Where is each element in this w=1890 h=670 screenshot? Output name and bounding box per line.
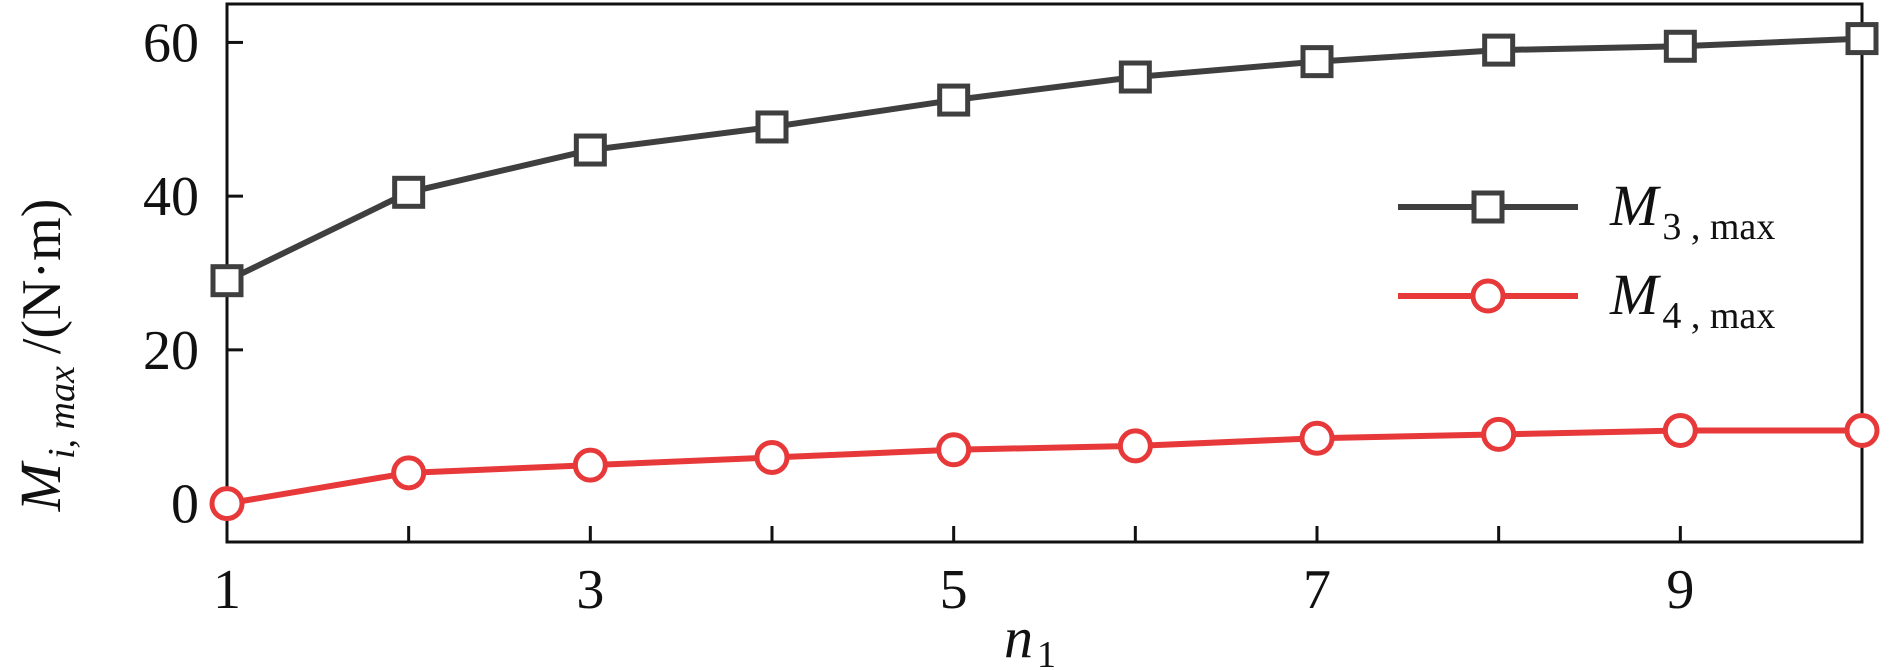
legend-marker-circle <box>1470 278 1506 314</box>
legend-marker-square <box>1471 190 1505 224</box>
legend-label-m3-main: M <box>1609 173 1661 238</box>
data-point-square <box>937 83 971 117</box>
series-line <box>225 35 1863 284</box>
data-point-circle <box>1299 420 1335 456</box>
y-tick-label: 0 <box>171 474 199 536</box>
y-tick-label: 60 <box>143 12 199 74</box>
data-point-circle <box>754 439 790 475</box>
data-point-circle <box>209 486 245 522</box>
data-point-circle <box>1662 413 1698 449</box>
data-point-square <box>1845 22 1879 56</box>
data-point-circle <box>936 432 972 468</box>
data-point-square <box>392 175 426 209</box>
data-point-square <box>573 133 607 167</box>
data-point-square <box>1482 33 1516 67</box>
data-point-circle <box>572 447 608 483</box>
data-point-square <box>210 264 244 298</box>
x-axis-title-main: n <box>1004 605 1033 670</box>
legend-entry-m3: M 3 , max <box>1398 173 1775 248</box>
legend-entry-m4: M 4 , max <box>1398 262 1775 337</box>
data-point-square <box>755 110 789 144</box>
y-tick-label: 40 <box>143 166 199 228</box>
legend-label-m4-main: M <box>1609 262 1661 327</box>
x-tick-label: 1 <box>213 559 241 621</box>
x-axis-title-sub: 1 <box>1037 634 1056 670</box>
data-series <box>209 22 1880 522</box>
y-tick-label: 20 <box>143 320 199 382</box>
series-2 <box>209 413 1880 522</box>
x-tick-label: 3 <box>576 559 604 621</box>
y-axis-title-unit: /(N·m) <box>11 199 73 355</box>
x-tick-label: 7 <box>1303 559 1331 621</box>
axis-ticks: 0 20 40 60 1 3 5 7 9 <box>143 12 1864 621</box>
series-1 <box>210 22 1879 298</box>
data-point-square <box>1663 29 1697 63</box>
data-point-square <box>1118 60 1152 94</box>
data-point-circle <box>391 455 427 491</box>
series-line <box>226 427 1862 507</box>
x-axis-title: n 1 <box>1004 605 1056 670</box>
data-point-circle <box>1481 416 1517 452</box>
legend-label-m3: M 3 , max <box>1609 173 1775 248</box>
y-axis-title: M i, max /(N·m) <box>8 199 83 513</box>
y-axis-title-main: M <box>8 460 73 512</box>
y-axis-title-sub: i, max <box>41 366 83 459</box>
x-tick-label: 9 <box>1666 559 1694 621</box>
legend-label-m3-sub: 3 , max <box>1662 206 1775 248</box>
data-point-circle <box>1844 413 1880 449</box>
legend: M 3 , max M 4 , max <box>1398 173 1775 337</box>
legend-label-m4: M 4 , max <box>1609 262 1775 337</box>
legend-label-m4-sub: 4 , max <box>1662 295 1775 337</box>
x-tick-label: 5 <box>940 559 968 621</box>
data-point-circle <box>1117 428 1153 464</box>
data-point-square <box>1300 45 1334 79</box>
